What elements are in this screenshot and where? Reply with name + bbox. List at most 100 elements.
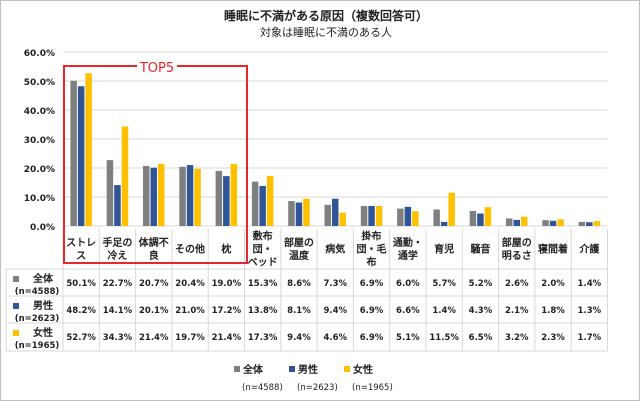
bar-全体-0 bbox=[70, 80, 77, 227]
category-label: 良 bbox=[149, 249, 159, 262]
bar-女性-1 bbox=[121, 126, 129, 226]
legend-label: 女性 bbox=[353, 363, 373, 376]
chart-subtitle: 対象は睡眠に不満のある人 bbox=[260, 25, 392, 39]
chart-title: 睡眠に不満がある原因（複数回答可） bbox=[224, 8, 428, 23]
data-label: 1.3% bbox=[578, 306, 602, 316]
legend-n: (n=4588) bbox=[242, 383, 283, 393]
category-label: 明るさ bbox=[502, 250, 532, 262]
bar-男性-8 bbox=[368, 205, 375, 226]
data-label: 1.7% bbox=[578, 333, 602, 343]
legend-label: 全体 bbox=[242, 363, 264, 376]
data-label: 3.2% bbox=[505, 333, 529, 343]
series-name: 男性 bbox=[33, 299, 53, 312]
bar-男性-9 bbox=[404, 206, 412, 226]
series-name: 女性 bbox=[33, 326, 53, 339]
bar-女性-3 bbox=[194, 168, 201, 226]
bar-女性-11 bbox=[484, 207, 492, 226]
category-label: 団・毛 bbox=[357, 243, 387, 256]
data-label: 5.7% bbox=[432, 279, 456, 289]
legend-marker bbox=[344, 366, 350, 372]
bar-全体-3 bbox=[179, 166, 186, 226]
bar-全体-12 bbox=[506, 218, 513, 226]
data-label: 6.0% bbox=[396, 279, 420, 289]
data-label: 6.9% bbox=[360, 306, 384, 316]
bar-男性-6 bbox=[295, 202, 303, 226]
category-label: 騒音 bbox=[469, 243, 490, 256]
data-label: 2.0% bbox=[541, 279, 565, 289]
y-tick-label: 0.0% bbox=[30, 223, 55, 233]
bar-男性-5 bbox=[259, 185, 266, 226]
series-n: (n=2623) bbox=[15, 314, 60, 324]
data-label: 21.4% bbox=[139, 333, 169, 343]
category-label: 体調不 bbox=[139, 236, 169, 249]
data-label: 6.9% bbox=[360, 279, 384, 289]
data-label: 20.4% bbox=[175, 279, 205, 289]
data-label: 5.1% bbox=[396, 333, 420, 343]
data-label: 8.1% bbox=[287, 306, 311, 316]
legend-marker bbox=[289, 366, 295, 372]
bar-女性-12 bbox=[521, 216, 528, 226]
bar-男性-13 bbox=[549, 220, 557, 226]
bar-全体-7 bbox=[324, 204, 331, 226]
bar-女性-10 bbox=[448, 192, 455, 226]
category-label: 団・ bbox=[253, 244, 273, 256]
y-tick-label: 10.0% bbox=[24, 194, 55, 204]
data-label: 9.4% bbox=[287, 333, 311, 343]
data-label: 34.3% bbox=[103, 333, 133, 343]
data-label: 21.4% bbox=[212, 333, 242, 343]
data-label: 19.0% bbox=[212, 279, 242, 289]
category-label: ス bbox=[76, 250, 86, 262]
bar-男性-14 bbox=[586, 222, 593, 226]
bar-男性-12 bbox=[513, 219, 520, 226]
data-label: 4.3% bbox=[469, 306, 493, 316]
bar-全体-4 bbox=[215, 170, 223, 226]
series-n: (n=4588) bbox=[15, 287, 60, 297]
data-label: 17.2% bbox=[212, 306, 242, 316]
data-label: 13.8% bbox=[248, 306, 278, 316]
bar-女性-13 bbox=[557, 219, 564, 226]
series-marker bbox=[13, 303, 19, 309]
data-label: 1.4% bbox=[432, 306, 456, 316]
series-n: (n=1965) bbox=[15, 341, 60, 351]
data-label: 9.4% bbox=[323, 306, 347, 316]
category-label: 部屋の bbox=[502, 236, 532, 249]
data-label: 15.3% bbox=[248, 279, 278, 289]
data-label: 4.6% bbox=[323, 333, 347, 343]
data-label: 2.3% bbox=[541, 333, 565, 343]
data-label: 11.5% bbox=[429, 333, 459, 343]
bar-全体-13 bbox=[542, 220, 549, 226]
bar-男性-7 bbox=[332, 198, 339, 226]
category-label: 病気 bbox=[325, 243, 345, 256]
bar-女性-6 bbox=[303, 198, 310, 226]
category-label: 敷布 bbox=[253, 230, 273, 243]
category-label: 枕 bbox=[221, 243, 231, 256]
bar-全体-1 bbox=[106, 160, 114, 226]
bar-男性-2 bbox=[150, 167, 157, 226]
bar-全体-5 bbox=[251, 181, 259, 226]
category-label: 温度 bbox=[289, 249, 310, 262]
category-label: ベッド bbox=[248, 257, 278, 269]
data-label: 6.5% bbox=[469, 333, 493, 343]
bar-女性-5 bbox=[266, 175, 274, 226]
bar-全体-9 bbox=[397, 208, 404, 226]
y-tick-label: 50.0% bbox=[24, 78, 55, 88]
bar-男性-11 bbox=[477, 213, 484, 226]
bar-女性-14 bbox=[593, 221, 601, 226]
data-label: 2.6% bbox=[505, 279, 529, 289]
category-label: 介護 bbox=[578, 243, 600, 256]
data-label: 1.8% bbox=[541, 306, 565, 316]
data-label: 7.3% bbox=[323, 279, 347, 289]
y-tick-label: 20.0% bbox=[24, 165, 55, 175]
data-label: 8.6% bbox=[287, 279, 311, 289]
bar-全体-10 bbox=[433, 209, 440, 226]
legend-n: (n=1965) bbox=[352, 383, 393, 393]
bar-女性-2 bbox=[158, 163, 165, 226]
bar-女性-4 bbox=[230, 163, 238, 226]
y-tick-label: 40.0% bbox=[24, 107, 55, 117]
category-label: 寝間着 bbox=[538, 243, 568, 256]
data-label: 52.7% bbox=[66, 333, 96, 343]
category-label: 部屋の bbox=[284, 236, 314, 249]
category-label: 布 bbox=[367, 256, 377, 269]
